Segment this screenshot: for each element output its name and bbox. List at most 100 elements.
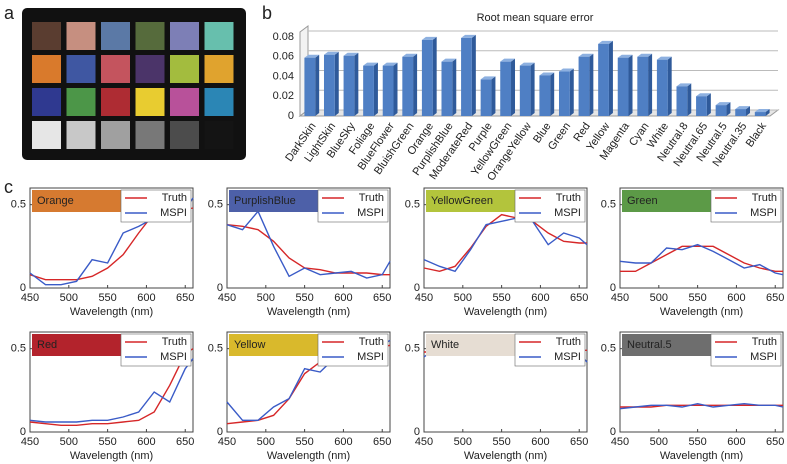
bar-side [746, 106, 751, 116]
bar-top [304, 54, 320, 58]
title-box [32, 190, 128, 212]
swatch [66, 55, 96, 83]
y-tick-label: 0.5 [601, 199, 616, 211]
swatch [170, 88, 199, 116]
swatch [32, 121, 61, 149]
bar-side [726, 102, 731, 116]
y-tick-label: 0 [288, 110, 294, 122]
series-line [423, 213, 587, 273]
x-tick-label: 550 [295, 292, 313, 304]
x-tick-label: 550 [688, 436, 706, 448]
swatch [135, 22, 165, 50]
bar-side [765, 109, 770, 116]
title-box [622, 190, 718, 212]
legend-label: Truth [752, 192, 777, 204]
x-tick-label: 650 [373, 292, 391, 304]
x-tick-label: Black [744, 120, 770, 149]
bar-top [441, 58, 457, 62]
bar-top [402, 53, 418, 57]
bar [323, 54, 335, 116]
bar [558, 71, 570, 116]
legend-label: MSPI [357, 207, 384, 219]
series-line [423, 217, 588, 273]
swatch [32, 88, 61, 116]
swatch [66, 121, 96, 149]
legend-label: Truth [162, 192, 187, 204]
bar-top [558, 68, 574, 72]
bar-side [413, 53, 418, 116]
x-axis-label: Wavelength (nm) [70, 450, 153, 462]
y-tick-label: 0 [610, 426, 616, 438]
y-tick-label: 0 [610, 282, 616, 294]
bar-side [452, 58, 457, 116]
bar [461, 37, 472, 116]
title-box [229, 334, 325, 356]
legend [317, 333, 389, 367]
swatch [204, 88, 234, 116]
title-box [426, 334, 522, 356]
bar-side [550, 72, 555, 116]
legend-label: Truth [556, 192, 581, 204]
y-tick-label: 0.08 [273, 31, 294, 43]
x-tick-label: 450 [218, 292, 236, 304]
y-tick-label: 0.5 [601, 343, 616, 355]
x-tick-label: 550 [295, 436, 313, 448]
y-tick-label: 0.04 [273, 70, 294, 82]
y-tick-label: 0 [217, 282, 223, 294]
x-tick-label: 650 [176, 436, 194, 448]
series-line [226, 223, 390, 276]
swatch [66, 22, 96, 50]
bar-side [491, 76, 496, 116]
y-tick-label: 0.02 [273, 90, 294, 102]
plot-title: Red [37, 339, 57, 351]
bar-top [421, 36, 437, 40]
swatch [135, 121, 165, 149]
title-box [229, 190, 325, 212]
y-tick-label: 0.5 [208, 343, 223, 355]
series-line [620, 245, 783, 273]
x-tick-label: 500 [60, 292, 78, 304]
y-tick-label: 0 [20, 282, 26, 294]
title-box [426, 190, 522, 212]
bar-side [667, 56, 672, 116]
bar-top [382, 62, 398, 66]
y-tick-label: 0.5 [208, 199, 223, 211]
bar [637, 56, 649, 116]
bar-top [363, 62, 378, 66]
legend-label: MSPI [750, 351, 777, 363]
swatch [204, 121, 234, 149]
bar-top [617, 54, 633, 58]
x-tick-label: 600 [137, 292, 155, 304]
plot-frame [423, 187, 588, 289]
x-tick-label: 650 [766, 292, 784, 304]
swatch [101, 121, 130, 149]
swatch [32, 55, 61, 83]
bar [539, 75, 551, 116]
title-box [622, 334, 718, 356]
chart-title: Root mean square error [477, 12, 594, 24]
bar-top [676, 83, 692, 87]
bar [656, 59, 668, 116]
bar [421, 39, 433, 116]
plot-title: Green [627, 195, 658, 207]
legend [710, 333, 782, 367]
legend [120, 189, 192, 223]
bar-side [471, 34, 476, 116]
legend-label: Truth [556, 336, 581, 348]
x-axis-label: Wavelength (nm) [464, 306, 547, 318]
bar-side [530, 62, 535, 116]
plot-title: White [431, 339, 459, 351]
x-tick-label: 450 [611, 292, 629, 304]
x-tick-label: 450 [21, 436, 39, 448]
y-tick-label: 0 [414, 426, 420, 438]
bar [598, 43, 609, 116]
plot-frame [226, 187, 391, 289]
bar [754, 112, 766, 116]
x-tick-label: 650 [570, 436, 588, 448]
x-axis-label: Wavelength (nm) [464, 450, 547, 462]
x-tick-label: 650 [570, 292, 588, 304]
swatch [32, 22, 61, 50]
bar-side [628, 54, 633, 116]
series-line [29, 358, 194, 423]
